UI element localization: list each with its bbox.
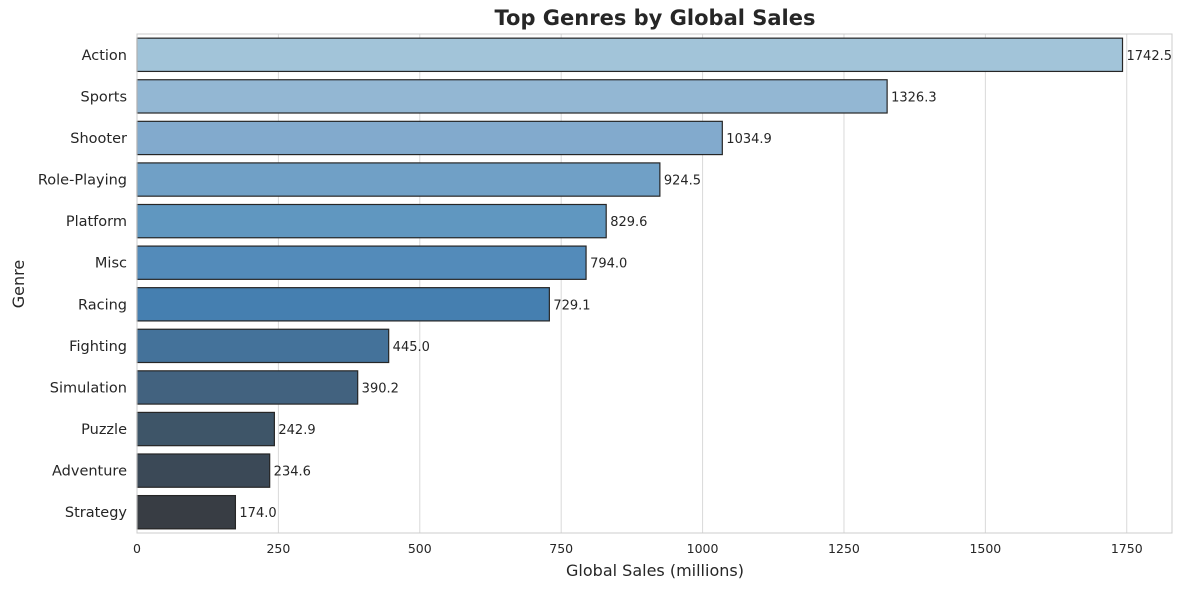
x-tick-label: 250: [266, 541, 290, 556]
category-label: Adventure: [52, 464, 127, 480]
x-tick-label: 0: [133, 541, 141, 556]
data-label: 1326.3: [891, 90, 937, 105]
bar: [136, 203, 607, 239]
bar: [136, 453, 271, 488]
bar: [136, 245, 587, 280]
y-axis-label: Genre: [9, 260, 28, 308]
category-label: Fighting: [69, 339, 127, 355]
plot-frame: [136, 33, 1173, 534]
data-label: 445.0: [393, 340, 430, 355]
data-label: 174.0: [239, 506, 276, 521]
grid-lines: [136, 34, 1128, 533]
category-label: Sports: [81, 89, 127, 105]
category-label: Simulation: [50, 380, 127, 396]
category-label: Misc: [95, 256, 127, 272]
data-label: 924.5: [664, 174, 701, 189]
category-labels: Action Sports Shooter Role-Playing Platform M…: [38, 48, 128, 521]
category-label: Action: [82, 48, 127, 64]
bar: [136, 37, 1124, 73]
bar: [136, 120, 723, 156]
bar: [136, 162, 661, 197]
data-label: 794.0: [590, 257, 627, 272]
x-axis-label: Global Sales (millions): [566, 561, 744, 580]
data-label: 234.6: [274, 465, 311, 480]
bar: [136, 287, 550, 322]
bar: [136, 494, 237, 530]
bar: [136, 328, 390, 364]
bar: [136, 79, 888, 114]
category-label: Racing: [78, 297, 127, 313]
category-label: Platform: [66, 214, 127, 230]
data-label: 1742.5: [1127, 49, 1173, 64]
x-tick-label: 1750: [1111, 541, 1143, 556]
category-label: Shooter: [70, 131, 127, 147]
chart-title: Top Genres by Global Sales: [495, 6, 816, 30]
data-label: 242.9: [278, 423, 315, 438]
data-labels: 1742.5 1326.3 1034.9 924.5 829.6 794.0 729.1 44…: [239, 49, 1172, 521]
category-label: Role-Playing: [38, 173, 127, 189]
data-label: 390.2: [362, 381, 399, 396]
data-label: 829.6: [610, 215, 647, 230]
bar: [136, 411, 275, 447]
x-tick-label: 1500: [969, 541, 1001, 556]
x-tick-labels: 0 250 500 750 1000 1250 1500 1750: [133, 541, 1143, 556]
bars: [136, 37, 1124, 530]
x-tick-label: 1250: [828, 541, 860, 556]
bar: [136, 370, 359, 405]
x-tick-label: 750: [549, 541, 573, 556]
x-tick-label: 1000: [687, 541, 719, 556]
x-tick-label: 500: [408, 541, 432, 556]
category-label: Strategy: [65, 505, 128, 521]
data-label: 1034.9: [726, 132, 772, 147]
category-label: Puzzle: [81, 422, 127, 438]
data-label: 729.1: [553, 298, 590, 313]
